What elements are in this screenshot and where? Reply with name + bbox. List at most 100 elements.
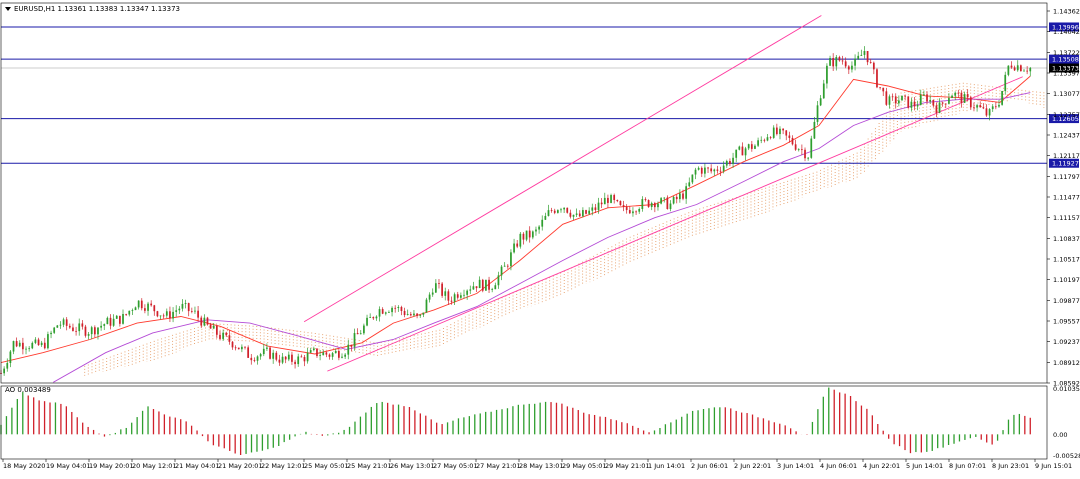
candle-body[interactable]: [919, 94, 922, 106]
candle-body[interactable]: [897, 100, 900, 104]
candle-body[interactable]: [772, 127, 775, 138]
candle-body[interactable]: [18, 342, 21, 347]
candle-body[interactable]: [591, 207, 594, 211]
candle-body[interactable]: [907, 96, 910, 108]
candle-body[interactable]: [497, 275, 500, 286]
candle-body[interactable]: [456, 294, 459, 298]
candle-body[interactable]: [37, 339, 40, 346]
candle-body[interactable]: [556, 210, 559, 213]
candle-body[interactable]: [829, 58, 831, 66]
candle-body[interactable]: [381, 309, 384, 314]
candle-body[interactable]: [444, 291, 447, 296]
candle-body[interactable]: [250, 357, 253, 361]
candle-body[interactable]: [663, 197, 666, 199]
candle-body[interactable]: [688, 182, 691, 187]
candle-body[interactable]: [807, 157, 810, 159]
candle-body[interactable]: [744, 148, 747, 156]
candle-body[interactable]: [700, 167, 703, 174]
candle-body[interactable]: [159, 315, 162, 317]
candle-body[interactable]: [281, 356, 284, 363]
candle-body[interactable]: [275, 352, 278, 360]
candle-body[interactable]: [832, 58, 835, 67]
candle-body[interactable]: [894, 96, 897, 104]
candle-body[interactable]: [472, 286, 475, 290]
candle-body[interactable]: [309, 350, 312, 353]
candle-body[interactable]: [165, 311, 168, 316]
candle-body[interactable]: [857, 55, 860, 59]
candle-body[interactable]: [87, 334, 90, 336]
candle-body[interactable]: [450, 300, 453, 302]
candle-body[interactable]: [866, 51, 869, 63]
candle-body[interactable]: [65, 319, 68, 326]
candle-body[interactable]: [1029, 68, 1032, 72]
candle-body[interactable]: [1020, 65, 1022, 72]
candle-body[interactable]: [628, 210, 631, 214]
candle-body[interactable]: [948, 98, 950, 104]
candle-body[interactable]: [525, 230, 528, 240]
candle-body[interactable]: [353, 333, 356, 347]
candle-body[interactable]: [115, 315, 118, 319]
candle-body[interactable]: [68, 325, 71, 328]
candle-body[interactable]: [162, 315, 165, 317]
trend-channel-layer[interactable]: [303, 15, 1023, 372]
candle-body[interactable]: [585, 210, 587, 214]
candle-body[interactable]: [638, 209, 641, 212]
candle-body[interactable]: [147, 303, 149, 311]
candle-body[interactable]: [128, 310, 131, 315]
candle-body[interactable]: [347, 344, 350, 355]
candle-body[interactable]: [782, 128, 784, 131]
candle-body[interactable]: [125, 313, 128, 315]
candle-body[interactable]: [879, 87, 881, 89]
candle-body[interactable]: [419, 314, 422, 316]
candle-body[interactable]: [187, 303, 190, 312]
candle-body[interactable]: [694, 169, 697, 175]
candle-body[interactable]: [1026, 70, 1029, 72]
candle-body[interactable]: [325, 352, 328, 355]
candle-body[interactable]: [231, 341, 234, 348]
candle-body[interactable]: [682, 193, 684, 199]
candle-body[interactable]: [306, 352, 309, 362]
candle-body[interactable]: [794, 144, 797, 150]
candle-body[interactable]: [516, 243, 519, 247]
candle-body[interactable]: [666, 197, 669, 209]
candle-body[interactable]: [669, 203, 672, 209]
candle-body[interactable]: [851, 65, 853, 70]
candle-body[interactable]: [122, 313, 124, 324]
candle-body[interactable]: [406, 314, 409, 315]
candle-body[interactable]: [888, 96, 891, 105]
candle-body[interactable]: [491, 289, 494, 290]
candle-body[interactable]: [428, 294, 431, 300]
candle-body[interactable]: [219, 334, 221, 339]
candle-body[interactable]: [31, 342, 34, 349]
candle-body[interactable]: [215, 325, 218, 335]
candle-body[interactable]: [12, 341, 15, 352]
candle-body[interactable]: [328, 354, 331, 357]
candle-body[interactable]: [969, 97, 972, 108]
candle-body[interactable]: [43, 342, 46, 349]
candle-body[interactable]: [40, 342, 43, 346]
candle-body[interactable]: [137, 300, 140, 308]
candle-body[interactable]: [391, 307, 393, 313]
candle-body[interactable]: [269, 347, 271, 359]
candle-body[interactable]: [594, 207, 597, 210]
candle-body[interactable]: [725, 161, 728, 166]
candle-body[interactable]: [228, 335, 231, 342]
candle-body[interactable]: [287, 354, 290, 360]
candle-body[interactable]: [431, 292, 434, 295]
candle-body[interactable]: [478, 279, 481, 289]
candle-body[interactable]: [190, 311, 193, 312]
candle-body[interactable]: [876, 69, 878, 88]
candle-body[interactable]: [535, 229, 537, 232]
candle-body[interactable]: [550, 210, 553, 211]
candle-body[interactable]: [597, 202, 600, 210]
candle-body[interactable]: [960, 92, 963, 103]
candle-body[interactable]: [469, 289, 472, 291]
candle-body[interactable]: [256, 356, 259, 361]
candle-body[interactable]: [988, 109, 991, 116]
candle-body[interactable]: [991, 106, 994, 110]
candle-body[interactable]: [769, 137, 772, 139]
channel-upper-line[interactable]: [303, 15, 822, 323]
candle-body[interactable]: [1013, 67, 1016, 71]
candle-body[interactable]: [303, 357, 306, 362]
